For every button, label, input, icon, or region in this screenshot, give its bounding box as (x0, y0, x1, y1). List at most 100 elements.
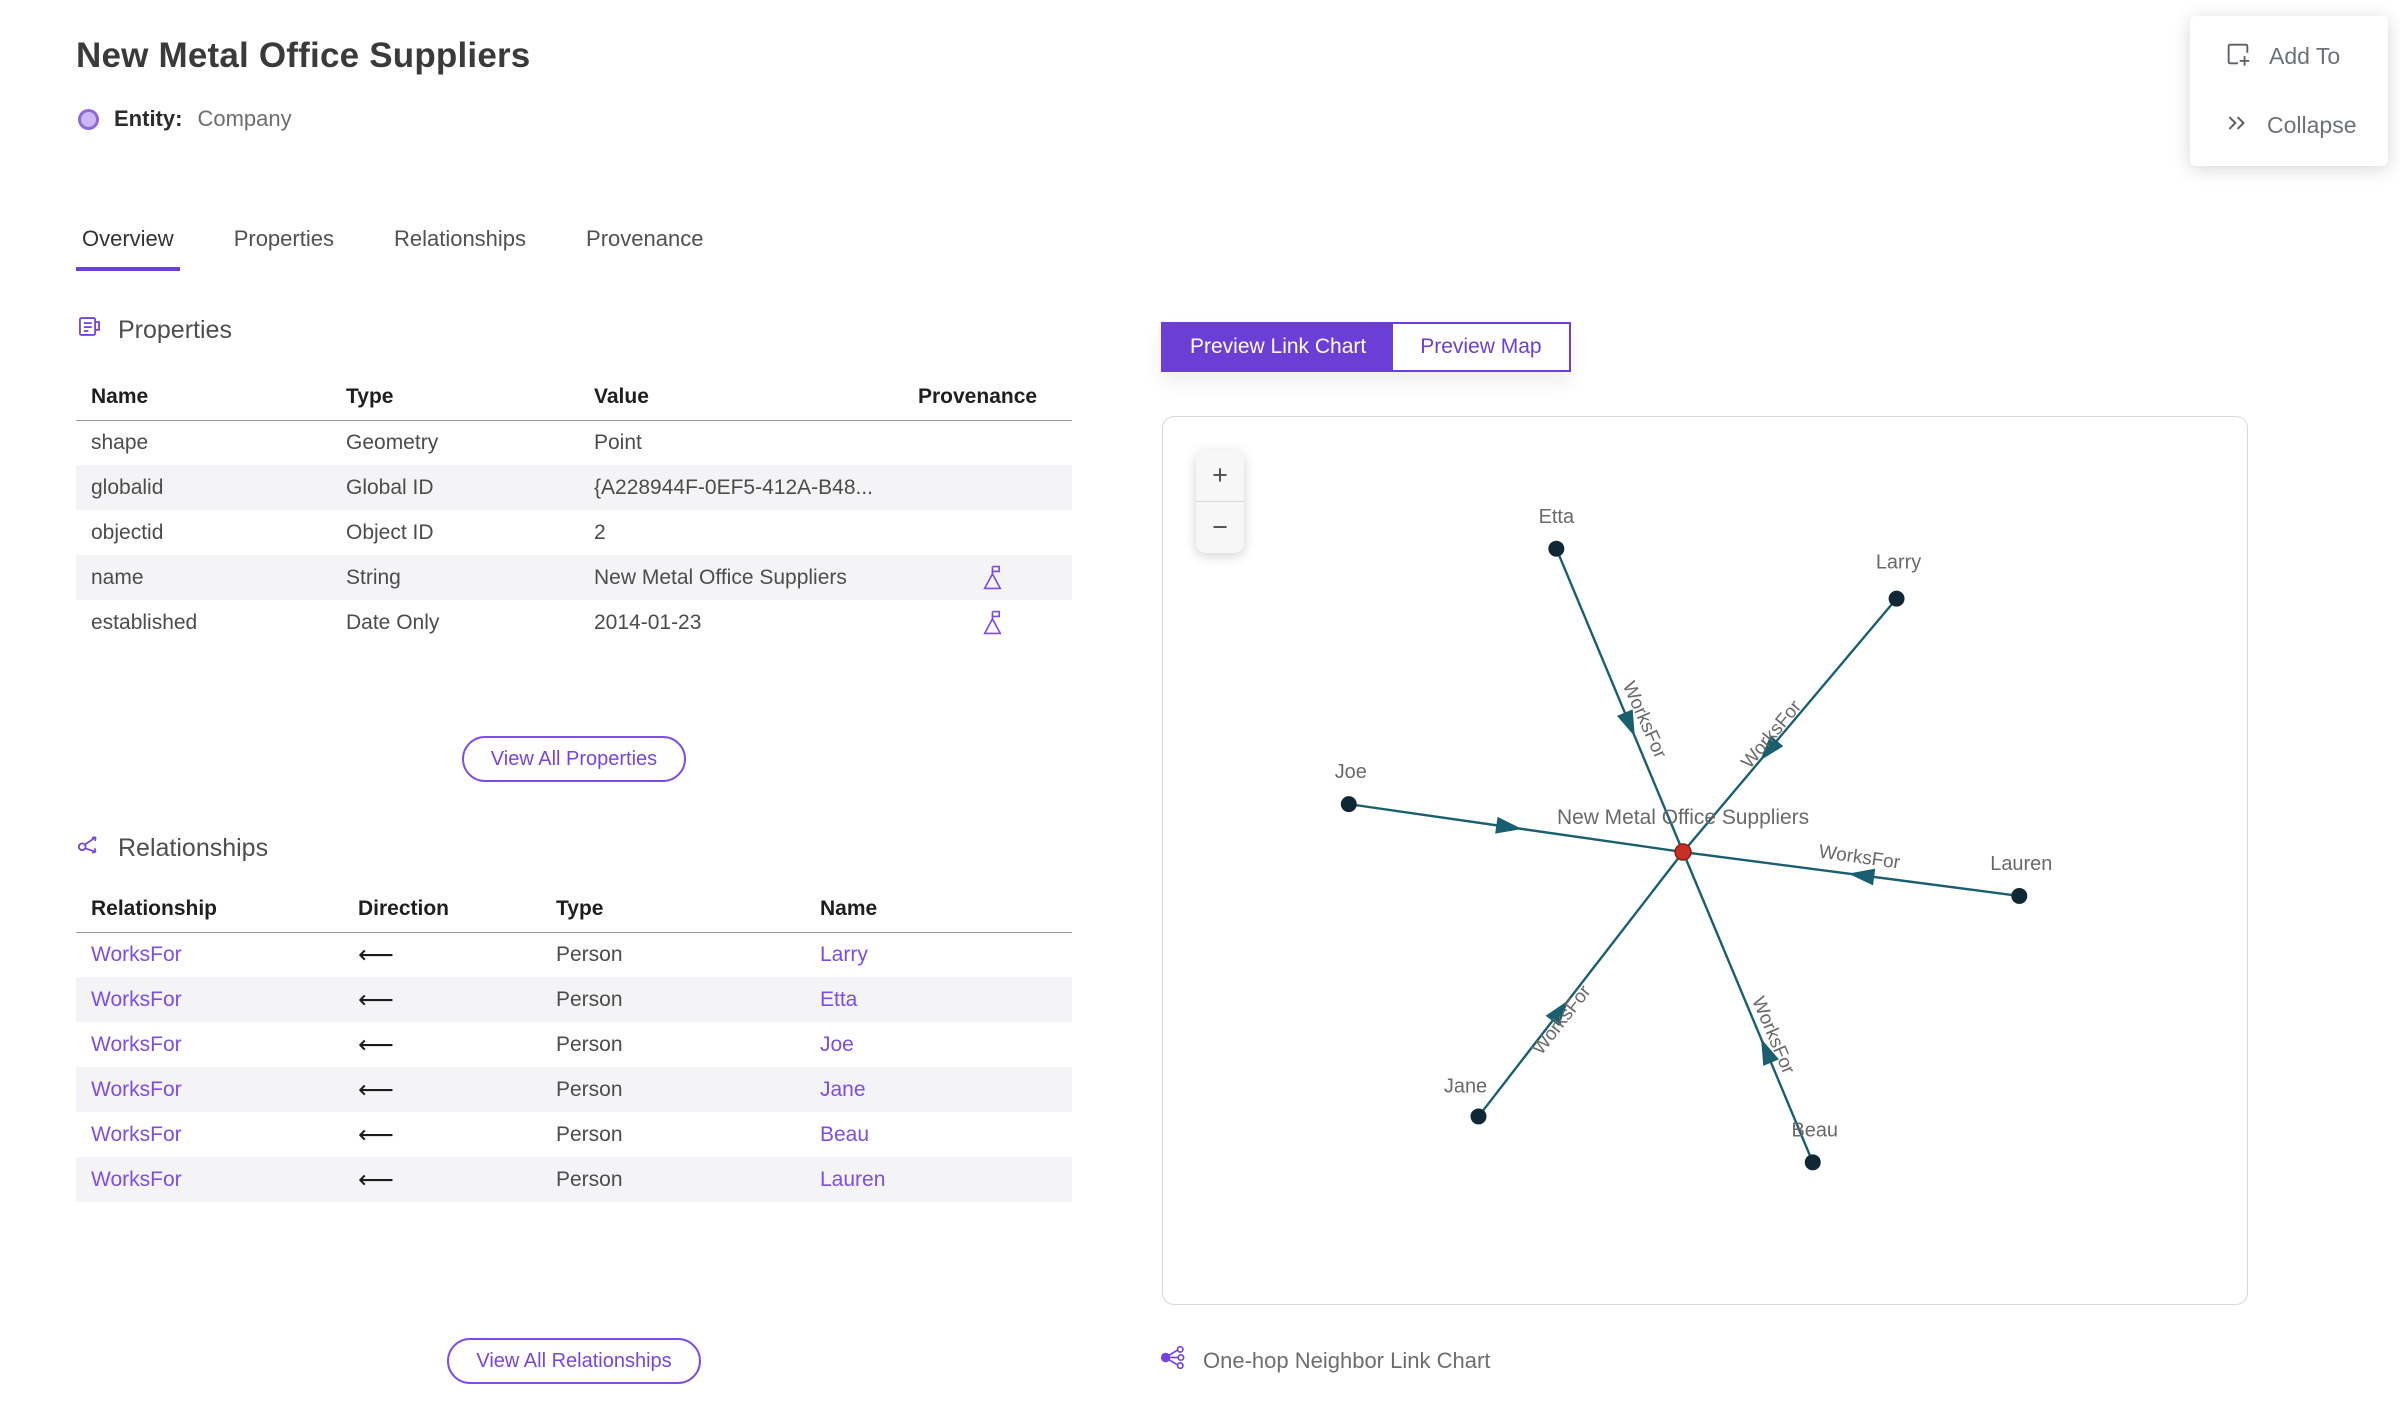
property-value: Point (594, 430, 642, 454)
entity-type-value: Company (197, 106, 292, 131)
edge-arrow-lauren (1848, 868, 1876, 886)
chart-caption: One-hop Neighbor Link Chart (1160, 1344, 1490, 1377)
edge-arrow-etta (1616, 709, 1635, 737)
collapse-button[interactable]: Collapse (2224, 110, 2388, 140)
property-type: Global ID (346, 475, 434, 499)
properties-table: Name Type Value Provenance shape Geometry Poi… (76, 374, 1072, 645)
node-jane[interactable] (1470, 1108, 1487, 1125)
related-entity-type: Person (556, 1167, 623, 1191)
relationships-icon (76, 831, 103, 865)
properties-section-header: Properties (76, 313, 232, 347)
relationship-type-link[interactable]: WorksFor (91, 942, 182, 966)
property-type: String (346, 565, 401, 589)
related-entity-link[interactable]: Etta (820, 987, 858, 1011)
related-entity-type: Person (556, 987, 623, 1011)
property-value: 2014-01-23 (594, 610, 702, 634)
node-joe[interactable] (1340, 796, 1357, 813)
provenance-flag-icon[interactable] (981, 609, 1006, 636)
edge-arrow-jane (1545, 1000, 1569, 1027)
properties-col-value: Value (579, 374, 903, 421)
tab-relationships[interactable]: Relationships (393, 226, 527, 251)
related-entity-link[interactable]: Beau (820, 1122, 870, 1146)
entity-label: Entity: (114, 106, 183, 131)
tab-properties[interactable]: Properties (233, 226, 334, 251)
relationships-col-relationship: Relationship (76, 886, 343, 933)
edge-label-larry: WorksFor (1737, 697, 1806, 773)
relationships-table: Relationship Direction Type Name WorksFor ⟵ P… (76, 886, 1072, 1202)
entity-type-row: Entity: Company (78, 106, 292, 132)
collapse-label: Collapse (2267, 111, 2357, 138)
node-beau[interactable] (1804, 1154, 1821, 1171)
properties-table-header: Name Type Value Provenance (76, 374, 1072, 421)
property-value: {A228944F-0EF5-412A-B48... (594, 475, 874, 499)
add-to-icon (2224, 40, 2252, 72)
center-node-company[interactable] (1674, 843, 1692, 861)
zoom-in-button[interactable]: + (1196, 450, 1244, 501)
preview-map-button[interactable]: Preview Map (1393, 324, 1569, 370)
properties-col-type: Type (331, 374, 579, 421)
relationships-section-title: Relationships (118, 833, 269, 862)
property-type: Geometry (346, 430, 439, 454)
edge-beau (1681, 851, 1814, 1163)
property-row-shape: shape Geometry Point (76, 420, 1072, 465)
property-value: New Metal Office Suppliers (594, 565, 847, 589)
zoom-out-button[interactable]: − (1196, 502, 1244, 553)
edge-etta (1555, 548, 1685, 853)
tab-overview[interactable]: Overview (76, 226, 180, 271)
collapse-icon (2224, 110, 2250, 140)
relationship-row-lauren: WorksFor ⟵ Person Lauren (76, 1157, 1072, 1202)
property-row-objectid: objectid Object ID 2 (76, 510, 1072, 555)
zoom-control-divider (1196, 501, 1244, 502)
relationship-row-joe: WorksFor ⟵ Person Joe (76, 1022, 1072, 1067)
relationship-type-link[interactable]: WorksFor (91, 987, 182, 1011)
view-all-relationships-button[interactable]: View All Relationships (447, 1338, 701, 1384)
provenance-flag-icon[interactable] (981, 564, 1006, 591)
property-row-established: established Date Only 2014-01-23 (76, 600, 1072, 645)
center-node-label: New Metal Office Suppliers (1557, 806, 1809, 829)
node-label-jane: Jane (1444, 1075, 1487, 1097)
properties-icon (76, 313, 103, 347)
property-name: established (91, 610, 198, 634)
edge-arrow-beau (1761, 1038, 1779, 1066)
relationship-type-link[interactable]: WorksFor (91, 1077, 182, 1101)
properties-col-name: Name (76, 374, 331, 421)
relationship-type-link[interactable]: WorksFor (91, 1032, 182, 1056)
relationship-row-jane: WorksFor ⟵ Person Jane (76, 1067, 1072, 1112)
direction-arrow: ⟵ (358, 1165, 394, 1194)
property-name: shape (91, 430, 149, 454)
node-lauren[interactable] (2011, 887, 2028, 904)
link-chart-canvas[interactable]: WorksFor WorksFor WorksFor WorksFor WorksFor… (1162, 416, 2248, 1305)
property-provenance (903, 510, 1072, 555)
node-larry[interactable] (1888, 590, 1905, 607)
add-to-button[interactable]: Add To (2224, 40, 2388, 72)
actions-panel: Add To Collapse (2190, 16, 2388, 166)
relationship-row-larry: WorksFor ⟵ Person Larry (76, 932, 1072, 977)
related-entity-link[interactable]: Jane (820, 1077, 866, 1101)
relationships-table-header: Relationship Direction Type Name (76, 886, 1072, 933)
edge-label-lauren: WorksFor (1817, 841, 1901, 873)
properties-col-provenance: Provenance (903, 374, 1072, 421)
property-type: Date Only (346, 610, 440, 634)
property-provenance (903, 465, 1072, 510)
edge-jane (1477, 851, 1684, 1118)
tab-provenance[interactable]: Provenance (586, 226, 704, 251)
related-entity-link[interactable]: Joe (820, 1032, 854, 1056)
node-label-joe: Joe (1335, 761, 1367, 783)
relationship-type-link[interactable]: WorksFor (91, 1167, 182, 1191)
property-type: Object ID (346, 520, 434, 544)
relationships-col-direction: Direction (343, 886, 541, 933)
related-entity-link[interactable]: Larry (820, 942, 868, 966)
property-provenance (903, 555, 1072, 600)
property-value: 2 (594, 520, 606, 544)
zoom-control: + − (1196, 450, 1244, 553)
relationship-type-link[interactable]: WorksFor (91, 1122, 182, 1146)
related-entity-type: Person (556, 1122, 623, 1146)
property-provenance (903, 420, 1072, 465)
related-entity-link[interactable]: Lauren (820, 1167, 886, 1191)
node-etta[interactable] (1548, 540, 1565, 557)
related-entity-type: Person (556, 1077, 623, 1101)
view-all-properties-button[interactable]: View All Properties (461, 736, 687, 782)
preview-link-chart-button[interactable]: Preview Link Chart (1163, 324, 1394, 370)
preview-toggle: Preview Link Chart Preview Map (1161, 322, 1571, 372)
